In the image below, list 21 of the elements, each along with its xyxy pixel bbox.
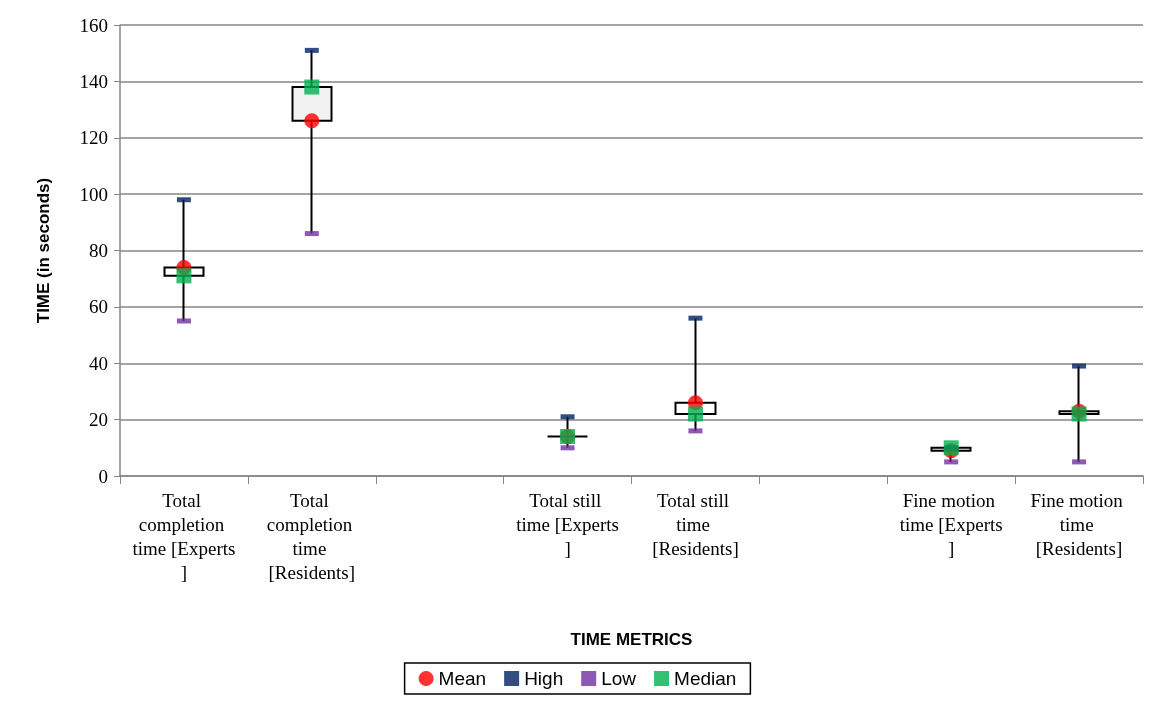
legend-label: Low bbox=[601, 668, 637, 689]
legend-label: Mean bbox=[438, 668, 487, 689]
y-tick-label: 0 bbox=[98, 465, 108, 487]
y-tick-label: 120 bbox=[79, 127, 108, 149]
y-tick-label: 80 bbox=[89, 240, 108, 261]
x-tick-label: Total completion time [Experts] bbox=[132, 489, 236, 583]
y-tick-label: 40 bbox=[89, 352, 108, 374]
x-tick-label: Total still time [Experts] bbox=[516, 489, 620, 559]
x-tick-label: Fine motion time [Experts] bbox=[899, 489, 1003, 559]
y-tick-label: 60 bbox=[89, 296, 108, 318]
x-tick-label: Total still time [Residents] bbox=[652, 489, 739, 559]
y-tick-label: 140 bbox=[79, 70, 108, 92]
y-tick-label: 160 bbox=[79, 14, 108, 36]
legend-label: Median bbox=[674, 668, 737, 689]
y-tick-label: 100 bbox=[79, 183, 108, 205]
x-tick-label: Total completion time [Residents] bbox=[266, 489, 357, 583]
x-axis-title: TIME METRICS bbox=[570, 630, 693, 649]
x-tick-label: Fine motion time [Residents] bbox=[1030, 489, 1128, 559]
legend-label: High bbox=[524, 668, 564, 689]
y-axis-title: TIME (in seconds) bbox=[34, 177, 53, 324]
y-tick-label: 20 bbox=[89, 409, 108, 431]
